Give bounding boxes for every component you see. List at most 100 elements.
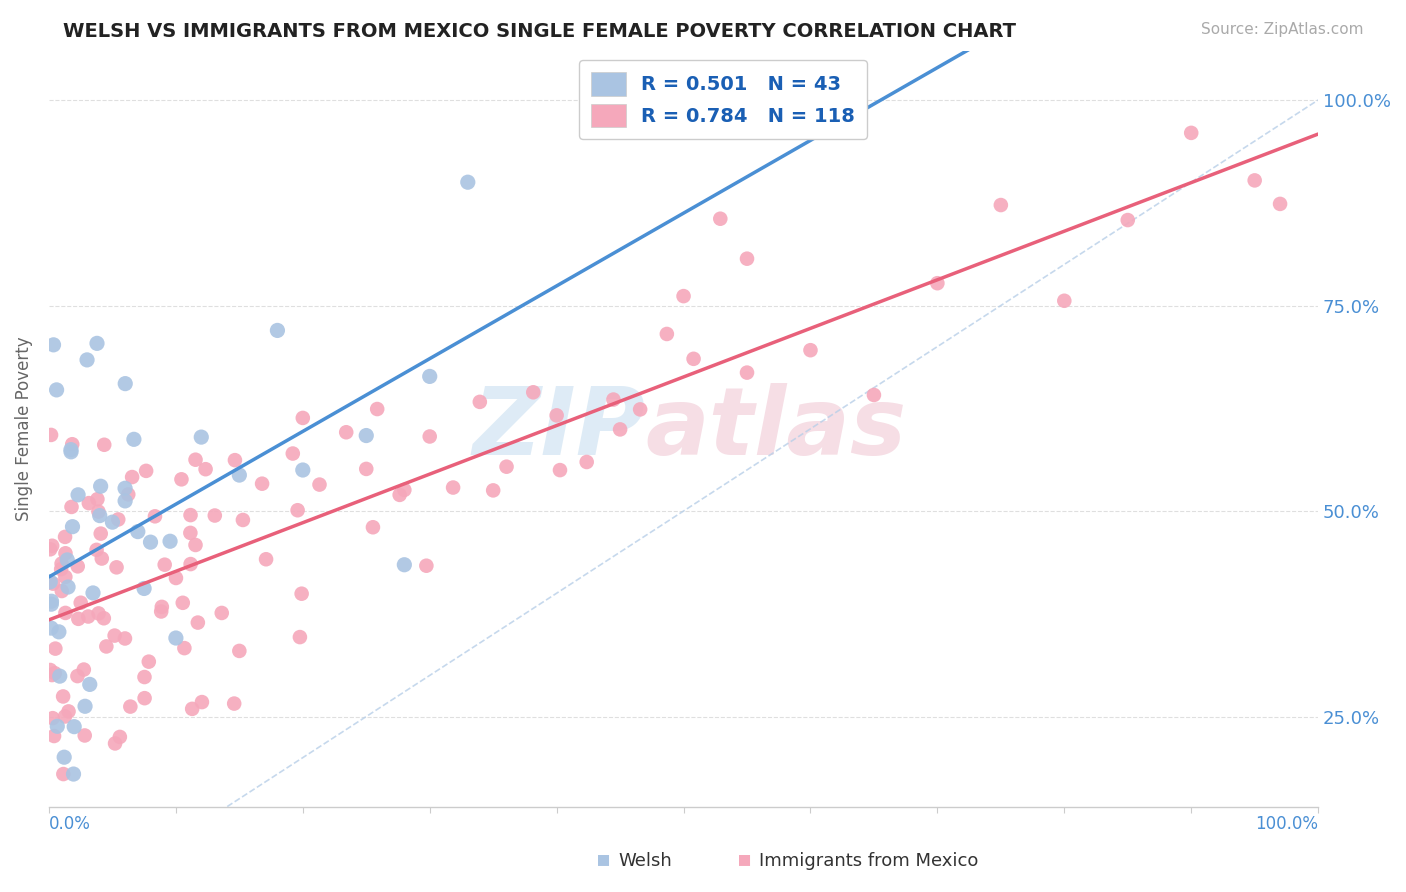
Point [394, 558, 416, 572]
Point [139, 535, 162, 549]
Point [60, 445, 83, 459]
Point [153, 558, 176, 572]
Point [179, 525, 201, 540]
Point [628, 402, 651, 417]
Text: Welsh: Welsh [619, 852, 672, 870]
Point [67, 488, 90, 502]
Point [522, 385, 544, 400]
Point [117, 487, 139, 501]
Point [150, 605, 173, 619]
Point [224, 453, 246, 467]
Point [108, 730, 131, 744]
Point [60, 437, 83, 451]
Point [48, 624, 70, 639]
Text: Source: ZipAtlas.com: Source: ZipAtlas.com [1201, 22, 1364, 37]
Point [709, 211, 731, 226]
Point [575, 455, 598, 469]
Point [42, 729, 65, 743]
Point [53, 570, 76, 584]
Point [39, 428, 62, 442]
Point [76, 352, 98, 367]
Point [291, 587, 314, 601]
Point [53, 709, 76, 723]
Point [41, 594, 63, 608]
Point [53, 750, 76, 764]
Point [39, 574, 62, 589]
Point [682, 351, 704, 366]
Point [1268, 197, 1291, 211]
Point [990, 198, 1012, 212]
Point [863, 388, 886, 402]
Point [143, 509, 166, 524]
Point [281, 446, 304, 460]
Point [114, 481, 136, 495]
Point [114, 376, 136, 391]
Point [122, 433, 145, 447]
Point [41, 597, 63, 611]
Point [546, 409, 568, 423]
Point [799, 343, 821, 358]
Point [121, 470, 143, 484]
Point [232, 513, 254, 527]
Point [135, 464, 157, 478]
Point [150, 599, 173, 614]
Point [204, 508, 226, 523]
Text: ZIP: ZIP [472, 383, 645, 475]
Point [41, 539, 63, 553]
Point [228, 644, 250, 658]
Point [41, 711, 63, 725]
Point [49, 669, 72, 683]
Point [468, 395, 491, 409]
Point [1053, 293, 1076, 308]
Point [165, 631, 187, 645]
Point [62, 767, 84, 781]
Point [49, 562, 72, 576]
Point [42, 338, 65, 352]
Point [66, 559, 89, 574]
Point [107, 512, 129, 526]
Point [114, 494, 136, 508]
Legend: R = 0.501   N = 43, R = 0.784   N = 118: R = 0.501 N = 43, R = 0.784 N = 118 [579, 61, 868, 139]
Point [66, 669, 89, 683]
Point [441, 481, 464, 495]
Point [291, 411, 314, 425]
Point [394, 483, 416, 497]
Point [419, 369, 441, 384]
Point [548, 463, 571, 477]
Point [42, 576, 65, 591]
Point [366, 402, 388, 417]
Point [62, 519, 84, 533]
Point [63, 720, 86, 734]
Point [1243, 173, 1265, 187]
Point [69, 596, 91, 610]
Point [927, 276, 949, 290]
Point [672, 289, 695, 303]
Point [52, 767, 75, 781]
Point [73, 729, 96, 743]
Point [291, 463, 314, 477]
Point [90, 526, 112, 541]
Point [44, 666, 66, 681]
Point [457, 175, 479, 189]
Point [56, 553, 79, 567]
Point [187, 615, 209, 630]
Point [170, 472, 193, 486]
Point [735, 366, 758, 380]
Point [73, 699, 96, 714]
Point [1116, 213, 1139, 227]
Point [134, 691, 156, 706]
Point [87, 607, 110, 621]
Point [415, 558, 437, 573]
Point [53, 530, 76, 544]
Point [77, 496, 100, 510]
Point [609, 422, 631, 436]
Point [224, 697, 246, 711]
Point [90, 551, 112, 566]
Point [172, 596, 194, 610]
Point [89, 508, 111, 523]
Point [55, 546, 77, 560]
Y-axis label: Single Female Poverty: Single Female Poverty [15, 336, 32, 521]
Point [77, 609, 100, 624]
Text: Immigrants from Mexico: Immigrants from Mexico [759, 852, 979, 870]
Point [356, 428, 378, 442]
